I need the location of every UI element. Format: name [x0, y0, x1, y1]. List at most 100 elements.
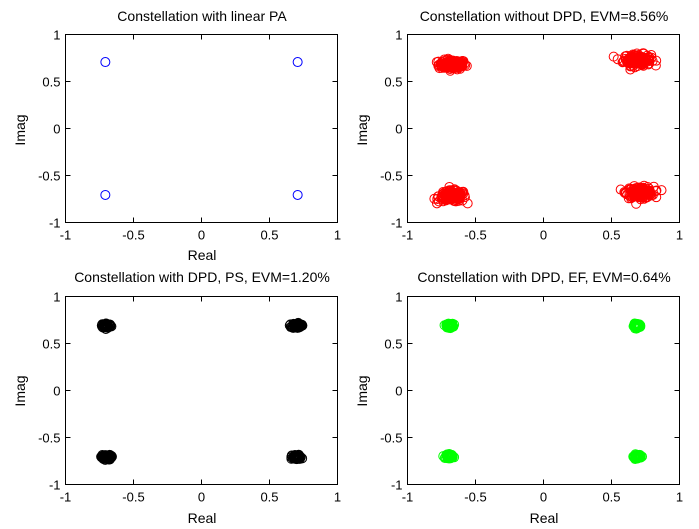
chart-title: Constellation without DPD, EVM=8.56% [420, 8, 669, 24]
data-point [631, 58, 642, 69]
x-tick-label: 0.5 [260, 228, 278, 243]
data-point [631, 185, 642, 196]
data-points [429, 48, 667, 209]
y-tick-label: -0.5 [380, 169, 402, 184]
data-point [296, 320, 307, 331]
data-point [630, 52, 641, 63]
data-point [638, 59, 649, 70]
y-tick-label: 0 [53, 122, 60, 137]
x-tick-label: 0 [540, 490, 547, 505]
data-point [648, 181, 659, 192]
x-tick-label: 1 [676, 490, 683, 505]
data-point [292, 189, 303, 200]
x-tick-label: 0.5 [602, 490, 620, 505]
data-point [647, 190, 658, 201]
data-point [446, 191, 457, 202]
y-tick-label: -1 [391, 478, 403, 493]
data-point [444, 322, 455, 333]
chart-title: Constellation with DPD, EF, EVM=0.64% [417, 269, 670, 285]
data-point [632, 319, 643, 330]
y-tick-label: 0.5 [384, 337, 402, 352]
data-point [439, 320, 450, 331]
y-tick-label: -1 [391, 216, 403, 231]
data-point [626, 50, 637, 61]
data-point [291, 319, 302, 330]
data-point [455, 59, 466, 70]
x-tick-label: -1 [402, 490, 414, 505]
data-point [431, 198, 442, 209]
data-point [100, 189, 111, 200]
data-point [101, 320, 112, 331]
chart-title: Constellation with DPD, PS, EVM=1.20% [74, 269, 330, 285]
x-tick-label: 0.5 [602, 228, 620, 243]
data-point [96, 320, 107, 331]
plot-frame [407, 296, 680, 485]
data-point [293, 451, 304, 462]
x-tick-label: 1 [334, 490, 341, 505]
data-point [103, 319, 114, 330]
x-tick-label: 0.5 [260, 490, 278, 505]
plot-frame [407, 34, 680, 223]
plot-frame [65, 34, 338, 223]
data-point [292, 57, 303, 68]
data-point [631, 450, 642, 461]
y-tick-label: 0 [395, 122, 402, 137]
data-point [642, 188, 653, 199]
y-axis-label: Imag [12, 375, 28, 406]
data-point [444, 449, 455, 460]
data-point [632, 53, 643, 64]
data-point [625, 60, 636, 71]
y-axis-label: Imag [354, 375, 370, 406]
y-tick-label: -0.5 [380, 431, 402, 446]
data-point [637, 184, 648, 195]
y-tick-label: -0.5 [38, 431, 60, 446]
x-tick-label: -0.5 [464, 490, 486, 505]
x-tick-label: -1 [402, 228, 414, 243]
y-tick-label: -0.5 [38, 169, 60, 184]
data-points [438, 318, 648, 465]
data-point [634, 322, 645, 333]
x-axis-label: Real [188, 510, 217, 526]
subplot-dpd-ps: Constellation with DPD, PS, EVM=1.20% Re… [12, 269, 341, 526]
y-tick-label: -1 [49, 216, 61, 231]
data-point [293, 317, 304, 328]
y-axis-label: Imag [12, 114, 28, 145]
data-point [629, 451, 640, 462]
x-tick-label: -1 [60, 228, 72, 243]
y-tick-label: 0.5 [42, 337, 60, 352]
tick-labels: -1 -0.5 0 0.5 1 -1 -0.5 0 0.5 1 [38, 28, 341, 243]
data-point [651, 55, 662, 66]
x-tick-label: -0.5 [122, 490, 144, 505]
y-tick-label: 0 [395, 384, 402, 399]
data-points [96, 317, 308, 465]
data-point [431, 57, 442, 68]
tick-labels: -1 -0.5 0 0.5 1 -1 -0.5 0 0.5 1 [38, 290, 341, 505]
data-point [445, 62, 456, 73]
data-point [286, 453, 297, 464]
x-tick-label: -1 [60, 490, 72, 505]
data-point [454, 58, 465, 69]
data-point [448, 187, 459, 198]
x-tick-label: 0 [540, 228, 547, 243]
data-point [634, 451, 645, 462]
x-axis-label: Real [530, 510, 559, 526]
subplot-without-dpd: Constellation without DPD, EVM=8.56% Ima… [354, 8, 683, 243]
x-tick-label: 1 [334, 228, 341, 243]
y-tick-label: 1 [53, 28, 60, 43]
subplot-linear-pa: Constellation with linear PA Real Imag -… [12, 8, 341, 263]
x-tick-label: -0.5 [122, 228, 144, 243]
x-tick-label: 1 [676, 228, 683, 243]
y-axis-label: Imag [354, 114, 370, 145]
data-point [443, 187, 454, 198]
y-tick-label: 0.5 [42, 75, 60, 90]
y-tick-label: -1 [49, 478, 61, 493]
tick-labels: -1 -0.5 0 0.5 1 -1 -0.5 0 0.5 1 [380, 28, 683, 243]
y-tick-label: 1 [395, 28, 402, 43]
data-point [620, 188, 631, 199]
data-point [96, 451, 107, 462]
x-tick-label: 0 [198, 490, 205, 505]
x-tick-label: -0.5 [464, 228, 486, 243]
y-tick-label: 0 [53, 384, 60, 399]
plot-frame [65, 296, 338, 485]
